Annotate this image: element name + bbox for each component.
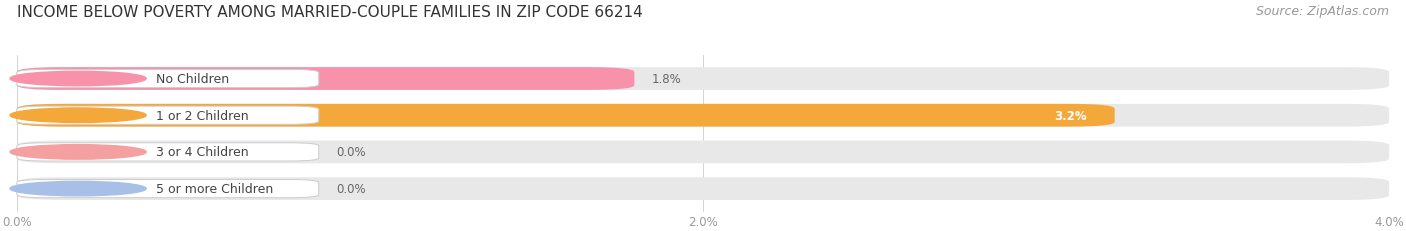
Text: 1 or 2 Children: 1 or 2 Children (156, 109, 249, 122)
FancyBboxPatch shape (17, 68, 1389, 91)
Circle shape (10, 182, 146, 196)
FancyBboxPatch shape (17, 107, 319, 125)
Text: Source: ZipAtlas.com: Source: ZipAtlas.com (1256, 5, 1389, 18)
Text: 5 or more Children: 5 or more Children (156, 182, 274, 195)
Text: 0.0%: 0.0% (336, 146, 366, 159)
Circle shape (10, 109, 146, 123)
FancyBboxPatch shape (17, 177, 1389, 200)
Text: 1.8%: 1.8% (651, 73, 682, 86)
Text: 3 or 4 Children: 3 or 4 Children (156, 146, 249, 159)
Text: 0.0%: 0.0% (336, 182, 366, 195)
Circle shape (10, 72, 146, 86)
Text: INCOME BELOW POVERTY AMONG MARRIED-COUPLE FAMILIES IN ZIP CODE 66214: INCOME BELOW POVERTY AMONG MARRIED-COUPL… (17, 5, 643, 20)
Text: No Children: No Children (156, 73, 229, 86)
FancyBboxPatch shape (17, 141, 1389, 164)
Circle shape (10, 145, 146, 159)
FancyBboxPatch shape (17, 68, 634, 91)
FancyBboxPatch shape (17, 104, 1389, 127)
FancyBboxPatch shape (17, 104, 1115, 127)
FancyBboxPatch shape (17, 180, 319, 198)
Text: 3.2%: 3.2% (1054, 109, 1087, 122)
FancyBboxPatch shape (17, 143, 319, 161)
FancyBboxPatch shape (17, 70, 319, 88)
